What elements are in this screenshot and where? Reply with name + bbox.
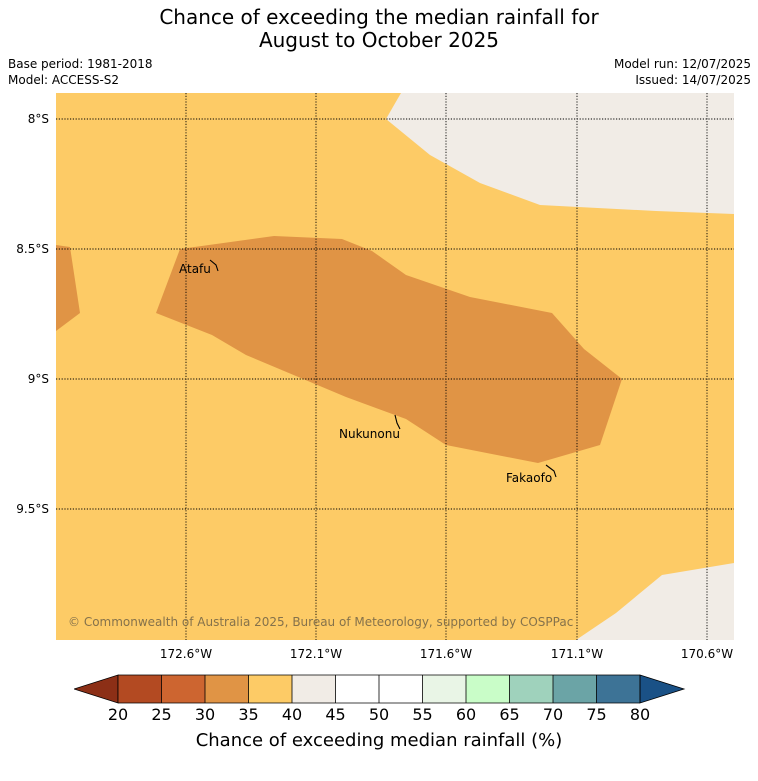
colorbar-tick-45: 45 xyxy=(325,705,346,724)
place-label-atafu: Atafu xyxy=(179,262,211,276)
colorbar-bin-45-50 xyxy=(335,675,379,703)
copyright-notice: © Commonwealth of Australia 2025, Bureau… xyxy=(68,615,573,629)
colorbar-bin-60-65 xyxy=(466,675,510,703)
lon-label-171-1w: 171.1°W xyxy=(550,647,604,661)
lon-label-170-6w: 170.6°W xyxy=(680,647,734,661)
colorbar-extend-high xyxy=(639,674,686,704)
chart-title-line-2: August to October 2025 xyxy=(258,28,500,52)
place-label-nukunonu: Nukunonu xyxy=(339,427,400,441)
colorbar-bin-75-80 xyxy=(596,675,640,703)
lat-label-9-5s: 9.5°S xyxy=(16,502,49,516)
lat-label-8-5s: 8.5°S xyxy=(16,242,49,256)
region-40-45-north xyxy=(386,93,734,214)
place-label-fakaofo: Fakaofo xyxy=(506,471,552,485)
colorbar-tick-60: 60 xyxy=(455,705,477,724)
colorbar-tick-55: 55 xyxy=(412,705,433,724)
colorbar-tick-40: 40 xyxy=(281,705,303,724)
colorbar-tick-75: 75 xyxy=(586,705,607,724)
atoll-markers xyxy=(209,259,557,478)
model-run-text: Model run: 12/07/2025 xyxy=(613,57,751,71)
lat-label-9s: 9°S xyxy=(27,372,49,386)
base-period-text: Base period: 1981-2018 xyxy=(8,57,153,71)
region-30-35-west xyxy=(56,245,80,331)
colorbar-tick-30: 30 xyxy=(194,705,216,724)
colorbar-bin-30-35 xyxy=(205,675,249,703)
colorbar-tick-25: 25 xyxy=(151,705,172,724)
region-30-35-main xyxy=(156,236,622,463)
colorbar-label: Chance of exceeding median rainfall (%) xyxy=(195,730,563,751)
colorbar-dividers xyxy=(117,674,641,704)
model-text: Model: ACCESS-S2 xyxy=(8,73,120,87)
colorbar-bin-65-70 xyxy=(509,675,553,703)
lon-label-171-6w: 171.6°W xyxy=(419,647,473,661)
nukunonu-atoll xyxy=(394,414,401,430)
colorbar-tick-20: 20 xyxy=(107,705,129,724)
lon-label-172-1w: 172.1°W xyxy=(289,647,343,661)
colorbar-tick-35: 35 xyxy=(238,705,259,724)
issued-text: Issued: 14/07/2025 xyxy=(635,73,751,87)
colorbar-tick-80: 80 xyxy=(629,705,651,724)
colorbar-bin-25-30 xyxy=(161,675,205,703)
rainfall-map[interactable]: Atafu Nukunonu Fakaofo © Commonwealth of… xyxy=(56,93,734,640)
colorbar-tick-65: 65 xyxy=(499,705,520,724)
colorbar-bin-70-75 xyxy=(553,675,597,703)
lon-label-172-6w: 172.6°W xyxy=(159,647,213,661)
colorbar-tick-50: 50 xyxy=(368,705,390,724)
lat-label-8s: 8°S xyxy=(27,112,49,126)
region-40-45-southeast xyxy=(576,563,734,640)
colorbar-extend-low xyxy=(74,674,119,704)
colorbar-bin-35-40 xyxy=(248,675,292,703)
colorbar-bin-50-55 xyxy=(379,675,423,703)
graticule xyxy=(56,93,734,640)
chart-title-line-1: Chance of exceeding the median rainfall … xyxy=(159,5,599,29)
colorbar-bin-40-45 xyxy=(292,675,336,703)
colorbar-tick-70: 70 xyxy=(542,705,564,724)
colorbar-bin-55-60 xyxy=(422,675,466,703)
colorbar xyxy=(74,674,686,704)
colorbar-bin-20-25 xyxy=(118,675,162,703)
fakaofo-atoll xyxy=(545,464,557,478)
atafu-atoll xyxy=(209,259,219,272)
